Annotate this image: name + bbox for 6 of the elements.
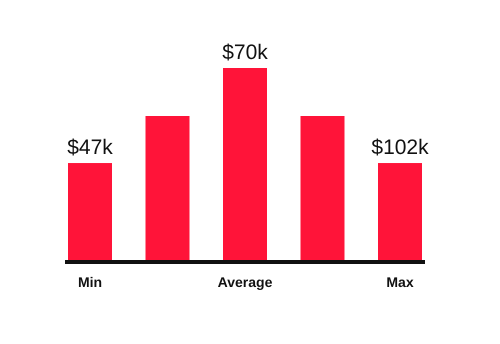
x-tick-label: Average	[218, 274, 273, 290]
x-tick-label: Max	[386, 274, 414, 290]
x-tick-label: Min	[78, 274, 102, 290]
annotation: $102k	[371, 136, 430, 160]
annotation: $47k	[67, 136, 114, 160]
annotation: $70k	[222, 41, 268, 64]
